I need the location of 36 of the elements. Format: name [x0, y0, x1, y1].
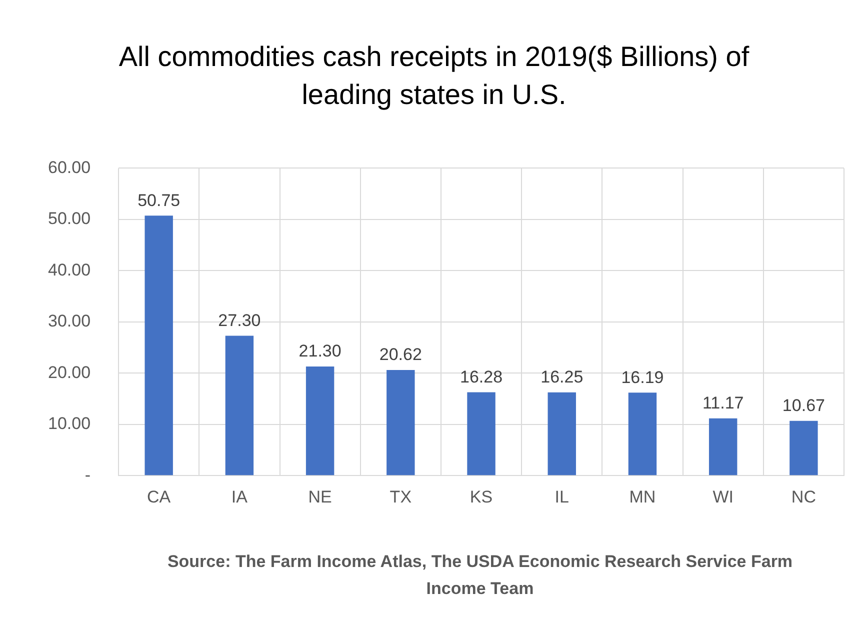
bar: [708, 418, 738, 476]
x-tick-label: IL: [554, 487, 569, 506]
data-label: 21.30: [298, 342, 342, 361]
bar: [548, 392, 576, 476]
source-note: Source: The Farm Income Atlas, The USDA Economic Research Service Farm Income Team: [166, 551, 794, 600]
bar: [386, 370, 415, 476]
data-label: 10.67: [782, 396, 825, 416]
y-tick-label: 40.00: [48, 260, 91, 280]
y-tick-label: 30.00: [48, 312, 91, 331]
y-tick-label: -: [84, 465, 91, 484]
bar: [467, 392, 496, 476]
x-tick-label: KS: [470, 487, 493, 506]
y-tick-label: 10.00: [48, 414, 91, 434]
bar: [628, 392, 657, 476]
data-label: 16.28: [460, 367, 503, 386]
y-tick-label: 60.00: [48, 158, 91, 177]
data-label: 16.25: [540, 368, 584, 387]
y-tick-label: 50.00: [48, 209, 91, 228]
x-tick-label: MN: [629, 487, 656, 506]
x-tick-label: TX: [390, 487, 412, 506]
data-label: 11.17: [702, 394, 744, 413]
y-tick-label: 20.00: [48, 362, 91, 382]
x-tick-label: IA: [231, 487, 248, 506]
bar: [144, 216, 173, 476]
bar: [790, 420, 818, 476]
bar: [306, 366, 334, 476]
data-label: 27.30: [218, 310, 261, 330]
chart-title: All commodities cash receipts in 2019($ Billions) of leading states in U.S.: [118, 40, 750, 112]
bar: [225, 336, 254, 476]
x-tick-label: NC: [791, 487, 816, 506]
data-label: 16.19: [621, 368, 664, 387]
x-tick-label: NE: [308, 487, 332, 506]
data-label: 20.62: [379, 345, 422, 364]
x-tick-label: CA: [147, 487, 172, 506]
data-label: 50.75: [138, 190, 180, 210]
x-tick-label: WI: [712, 487, 734, 506]
